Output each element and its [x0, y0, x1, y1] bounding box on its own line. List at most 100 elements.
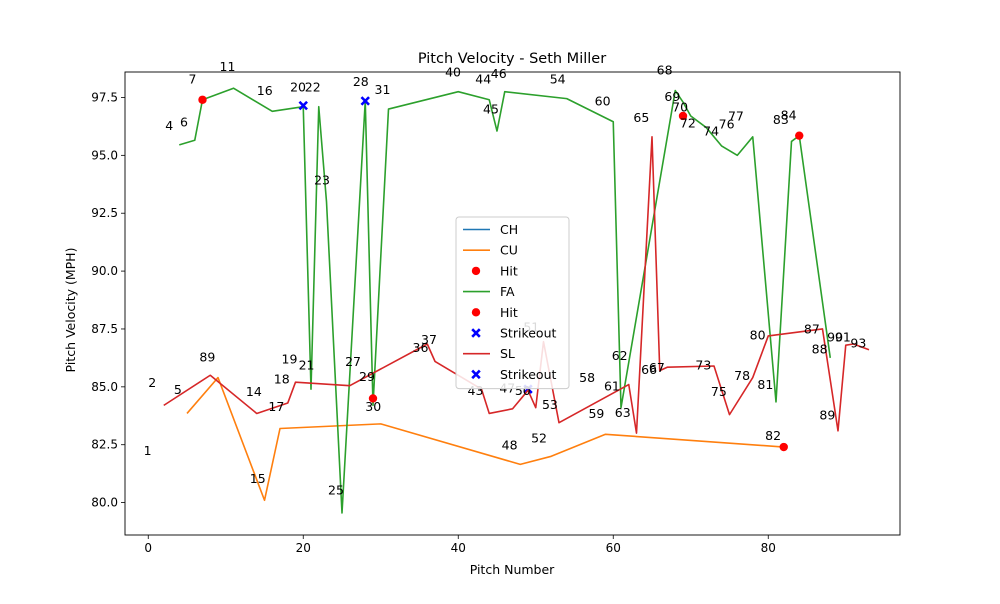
y-tick-label: 87.5 — [91, 322, 118, 336]
pitch-number-label: 52 — [531, 430, 547, 445]
series-hit — [198, 95, 804, 452]
y-tick-label: 80.0 — [91, 496, 118, 510]
pitch-number-label: 91 — [835, 330, 851, 345]
pitch-number-label: 54 — [550, 72, 566, 87]
pitch-number-label: 21 — [299, 357, 315, 372]
series-cu — [186, 376, 784, 502]
pitch-number-label: 23 — [314, 172, 330, 187]
pitch-number-label: 89 — [199, 349, 215, 364]
x-tick-label: 80 — [761, 541, 776, 555]
pitch-number-label: 93 — [850, 335, 866, 350]
pitch-number-label: 70 — [672, 99, 688, 114]
legend-box — [455, 216, 570, 390]
pitch-number-label: 75 — [711, 384, 727, 399]
pitch-number-label: 2 — [148, 375, 156, 390]
legend-entry-sl: SL — [463, 346, 515, 361]
y-tick-label: 82.5 — [91, 438, 118, 452]
legend-label: FA — [500, 284, 515, 299]
y-tick-label: 97.5 — [91, 90, 118, 104]
series-line-cu — [186, 376, 784, 502]
legend-label: SL — [500, 346, 515, 361]
pitch-number-label: 11 — [220, 59, 236, 74]
pitch-number-label: 88 — [812, 341, 828, 356]
pitch-number-label: 62 — [612, 348, 628, 363]
hit-point — [779, 442, 788, 452]
legend-entry-fa: FA — [463, 284, 515, 299]
legend-dot-swatch — [471, 266, 481, 276]
strikeout-point — [360, 96, 370, 106]
pitch-number-label: 83 — [773, 112, 789, 127]
pitch-number-label: 27 — [345, 354, 361, 369]
pitch-number-label: 14 — [246, 384, 262, 399]
pitch-number-label: 25 — [328, 482, 344, 497]
legend-entry-strikeout: Strikeout — [471, 367, 557, 382]
legend-entry-cu: CU — [463, 243, 518, 258]
pitch-number-label: 37 — [421, 332, 437, 347]
series-line-sl — [163, 136, 870, 434]
pitch-number-label: 29 — [359, 369, 375, 384]
y-axis-label: Pitch Velocity (MPH) — [63, 248, 78, 373]
pitch-number-label: 31 — [375, 82, 391, 97]
pitch-number-label: 15 — [250, 471, 266, 486]
pitch-number-label: 76 — [719, 117, 735, 132]
legend-entry-hit: Hit — [471, 305, 518, 320]
pitch-number-label: 36 — [413, 340, 429, 355]
pitch-number-label: 82 — [765, 428, 781, 443]
pitch-number-label: 77 — [728, 109, 744, 124]
pitch-number-label: 59 — [588, 406, 604, 421]
legend-label: Strikeout — [500, 367, 557, 382]
pitch-number-label: 78 — [734, 368, 750, 383]
pitch-number-label: 66 — [641, 362, 657, 377]
pitch-number-label: 90 — [827, 330, 843, 345]
pitch-number-label: 20 — [290, 80, 306, 95]
chart-title: Pitch Velocity - Seth Miller — [418, 51, 606, 67]
pitch-number-label: 80 — [750, 327, 766, 342]
pitch-number-label: 63 — [615, 405, 631, 420]
pitch-number-label: 17 — [268, 399, 284, 414]
legend-label: Hit — [500, 305, 518, 320]
pitch-number-label: 22 — [305, 80, 321, 95]
y-tick-label: 92.5 — [91, 206, 118, 220]
legend-entry-strikeout: Strikeout — [471, 326, 557, 341]
x-tick-label: 20 — [296, 541, 311, 555]
hit-point — [678, 111, 688, 121]
pitch-number-label: 58 — [579, 370, 595, 385]
hit-point — [198, 95, 207, 104]
legend-label: Hit — [500, 263, 518, 278]
pitch-number-label: 68 — [657, 62, 673, 77]
pitch-number-label: 48 — [502, 437, 518, 452]
x-tick-label: 0 — [144, 541, 152, 555]
pitch-number-label: 46 — [491, 66, 507, 81]
legend-x-swatch — [471, 369, 481, 380]
pitch-number-label: 19 — [282, 352, 298, 367]
legend: CH CU Hit FA Hit Strikeout SL Strikeout — [455, 216, 570, 390]
legend-entry-ch: CH — [463, 222, 518, 237]
x-tick-label: 40 — [451, 541, 466, 555]
y-tick-label: 90.0 — [91, 264, 118, 278]
legend-x-swatch — [471, 328, 481, 338]
pitch-number-label: 53 — [542, 397, 558, 412]
pitch-number-label: 5 — [174, 382, 182, 397]
pitch-number-label: 87 — [804, 322, 820, 337]
x-tick-label: 60 — [606, 541, 621, 555]
pitch-number-label: 44 — [475, 72, 491, 87]
pitch-number-label: 28 — [353, 74, 369, 89]
pitch-number-label: 84 — [781, 107, 797, 122]
pitch-number-label: 72 — [680, 116, 696, 131]
hit-point — [368, 394, 378, 403]
legend-label: CU — [500, 243, 518, 258]
hit-point — [795, 131, 804, 140]
legend-entry-hit: Hit — [471, 263, 518, 278]
pitch-number-label: 30 — [365, 399, 381, 414]
series-fa — [179, 87, 832, 514]
pitch-number-label: 1 — [144, 443, 152, 458]
pitch-number-label: 73 — [695, 357, 711, 372]
pitch-number-label: 16 — [257, 83, 273, 98]
plot-frame — [124, 71, 901, 536]
x-axis-label: Pitch Number — [470, 562, 555, 577]
legend-label: Strikeout — [500, 326, 557, 341]
legend-dot-swatch — [471, 308, 481, 317]
pitch-number-annotations: 1245678911141516171819202122232527282930… — [144, 59, 867, 498]
pitch-number-label: 61 — [604, 378, 620, 393]
